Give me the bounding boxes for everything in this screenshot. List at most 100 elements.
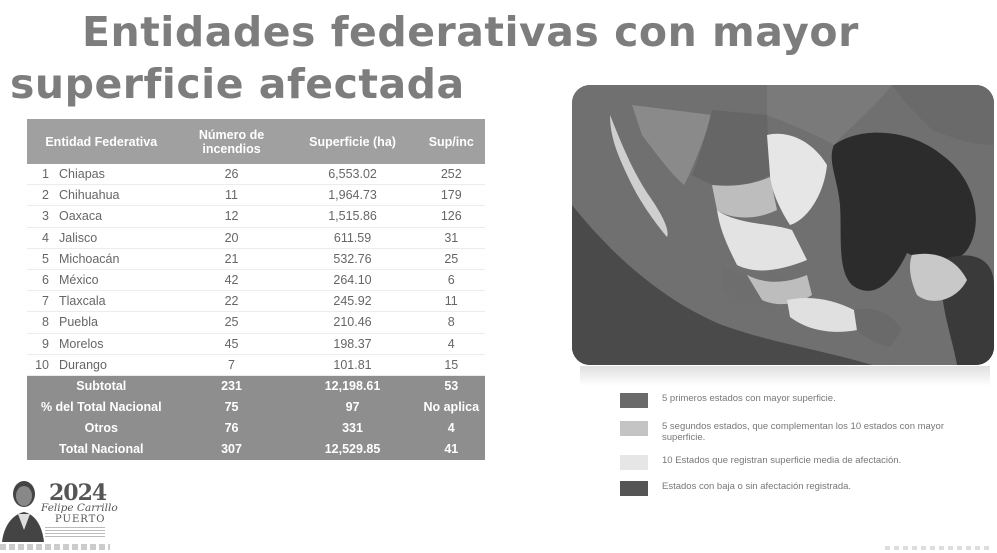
mexico-map-image <box>572 85 994 365</box>
totals-supinc: 4 <box>417 417 485 439</box>
table-totals: Subtotal 231 12,198.61 53% del Total Nacion… <box>27 375 485 460</box>
map-shadow <box>580 366 990 386</box>
table-header-row: Entidad Federativa Número de incendios S… <box>27 119 485 164</box>
page-title: Entidades federativas con mayor superfic… <box>10 6 910 110</box>
cell-incendios: 22 <box>175 290 288 313</box>
totals-supinc: 53 <box>417 375 485 397</box>
totals-row: Subtotal 231 12,198.61 53 <box>27 375 485 397</box>
cell-superficie: 210.46 <box>287 311 418 334</box>
totals-supinc: No aplica <box>417 396 485 418</box>
cell-entidad: México <box>59 269 176 292</box>
table-row: 4 Jalisco 20 611.59 31 <box>27 227 485 249</box>
col-incendios: Número de incendios <box>175 119 288 164</box>
cell-supinc: 252 <box>417 164 485 186</box>
footer-left-text <box>0 544 110 550</box>
totals-superficie: 12,198.61 <box>287 375 418 397</box>
legend-swatch-medium <box>620 455 648 470</box>
totals-incendios: 76 <box>175 417 288 439</box>
row-number: 6 <box>27 269 59 292</box>
col-superficie: Superficie (ha) <box>287 119 418 164</box>
logo-name: Felipe Carrillo <box>41 502 118 514</box>
row-number: 3 <box>27 205 59 228</box>
cell-entidad: Chiapas <box>59 164 176 186</box>
cell-incendios: 12 <box>175 205 288 228</box>
row-number: 2 <box>27 184 59 207</box>
cell-superficie: 101.81 <box>287 354 418 376</box>
cell-supinc: 179 <box>417 184 485 207</box>
cell-incendios: 45 <box>175 333 288 355</box>
cell-incendios: 25 <box>175 311 288 334</box>
cell-supinc: 8 <box>417 311 485 334</box>
legend-swatch-low <box>620 481 648 496</box>
table-row: 10 Durango 7 101.81 15 <box>27 354 485 376</box>
cell-entidad: Durango <box>59 354 176 376</box>
cell-incendios: 11 <box>175 184 288 207</box>
cell-supinc: 126 <box>417 205 485 228</box>
legend-text-top5: 5 primeros estados con mayor superficie. <box>662 393 836 404</box>
table-row: 9 Morelos 45 198.37 4 <box>27 333 485 355</box>
totals-row: Otros 76 331 4 <box>27 417 485 439</box>
legend-item-low: Estados con baja o sin afectación regist… <box>620 481 962 496</box>
page-title-line-2: superficie afectada <box>10 60 465 108</box>
cell-entidad: Morelos <box>59 333 176 355</box>
totals-incendios: 75 <box>175 396 288 418</box>
legend-swatch-second5 <box>620 421 648 436</box>
totals-row: Total Nacional 307 12,529.85 41 <box>27 438 485 460</box>
cell-supinc: 15 <box>417 354 485 376</box>
page-title-line-1: Entidades federativas con mayor <box>82 8 859 56</box>
row-number: 7 <box>27 290 59 313</box>
totals-incendios: 307 <box>175 438 288 460</box>
cell-superficie: 532.76 <box>287 248 418 270</box>
cell-entidad: Oaxaca <box>59 205 176 228</box>
table-row: 6 México 42 264.10 6 <box>27 269 485 292</box>
logo-city: PUERTO <box>55 514 106 525</box>
row-number: 8 <box>27 311 59 334</box>
cell-superficie: 1,964.73 <box>287 184 418 207</box>
cell-superficie: 1,515.86 <box>287 205 418 228</box>
legend-item-second5: 5 segundos estados, que complementan los… <box>620 421 962 443</box>
cell-supinc: 4 <box>417 333 485 355</box>
totals-label: Total Nacional <box>27 438 176 460</box>
cell-incendios: 21 <box>175 248 288 270</box>
totals-supinc: 41 <box>417 438 485 460</box>
totals-superficie: 97 <box>287 396 418 418</box>
col-entidad: Entidad Federativa <box>27 119 176 164</box>
cell-entidad: Tlaxcala <box>59 290 176 313</box>
legend-swatch-top5 <box>620 393 648 408</box>
cell-incendios: 20 <box>175 227 288 249</box>
table-row: 1 Chiapas 26 6,553.02 252 <box>27 164 485 186</box>
table-row: 3 Oaxaca 12 1,515.86 126 <box>27 205 485 228</box>
legend-item-medium: 10 Estados que registran superficie medi… <box>620 455 962 470</box>
cell-superficie: 611.59 <box>287 227 418 249</box>
totals-superficie: 331 <box>287 417 418 439</box>
cell-supinc: 31 <box>417 227 485 249</box>
logo-fine-print <box>45 527 105 539</box>
cell-superficie: 6,553.02 <box>287 164 418 186</box>
legend-text-second5: 5 segundos estados, que complementan los… <box>662 421 945 443</box>
cell-incendios: 42 <box>175 269 288 292</box>
cell-entidad: Puebla <box>59 311 176 334</box>
totals-row: % del Total Nacional 75 97 No aplica <box>27 396 485 418</box>
row-number: 10 <box>27 354 59 376</box>
row-number: 5 <box>27 248 59 270</box>
cell-superficie: 245.92 <box>287 290 418 313</box>
footer-right-text <box>885 546 990 550</box>
totals-label: Otros <box>27 417 176 439</box>
totals-label: Subtotal <box>27 375 176 397</box>
logo-year: 2024 <box>49 480 107 506</box>
mexico-map <box>572 85 994 365</box>
cell-superficie: 198.37 <box>287 333 418 355</box>
cell-incendios: 7 <box>175 354 288 376</box>
row-number: 4 <box>27 227 59 249</box>
cell-supinc: 11 <box>417 290 485 313</box>
portrait-icon <box>2 481 44 542</box>
cell-incendios: 26 <box>175 164 288 186</box>
totals-incendios: 231 <box>175 375 288 397</box>
cell-entidad: Jalisco <box>59 227 176 249</box>
legend-text-medium: 10 Estados que registran superficie medi… <box>662 455 902 466</box>
fires-table: Entidad Federativa Número de incendios S… <box>27 119 485 460</box>
table-row: 2 Chihuahua 11 1,964.73 179 <box>27 184 485 207</box>
newspaper-logo: 2024 Felipe Carrillo PUERTO <box>0 474 130 544</box>
cell-entidad: Chihuahua <box>59 184 176 207</box>
row-number: 1 <box>27 164 59 186</box>
